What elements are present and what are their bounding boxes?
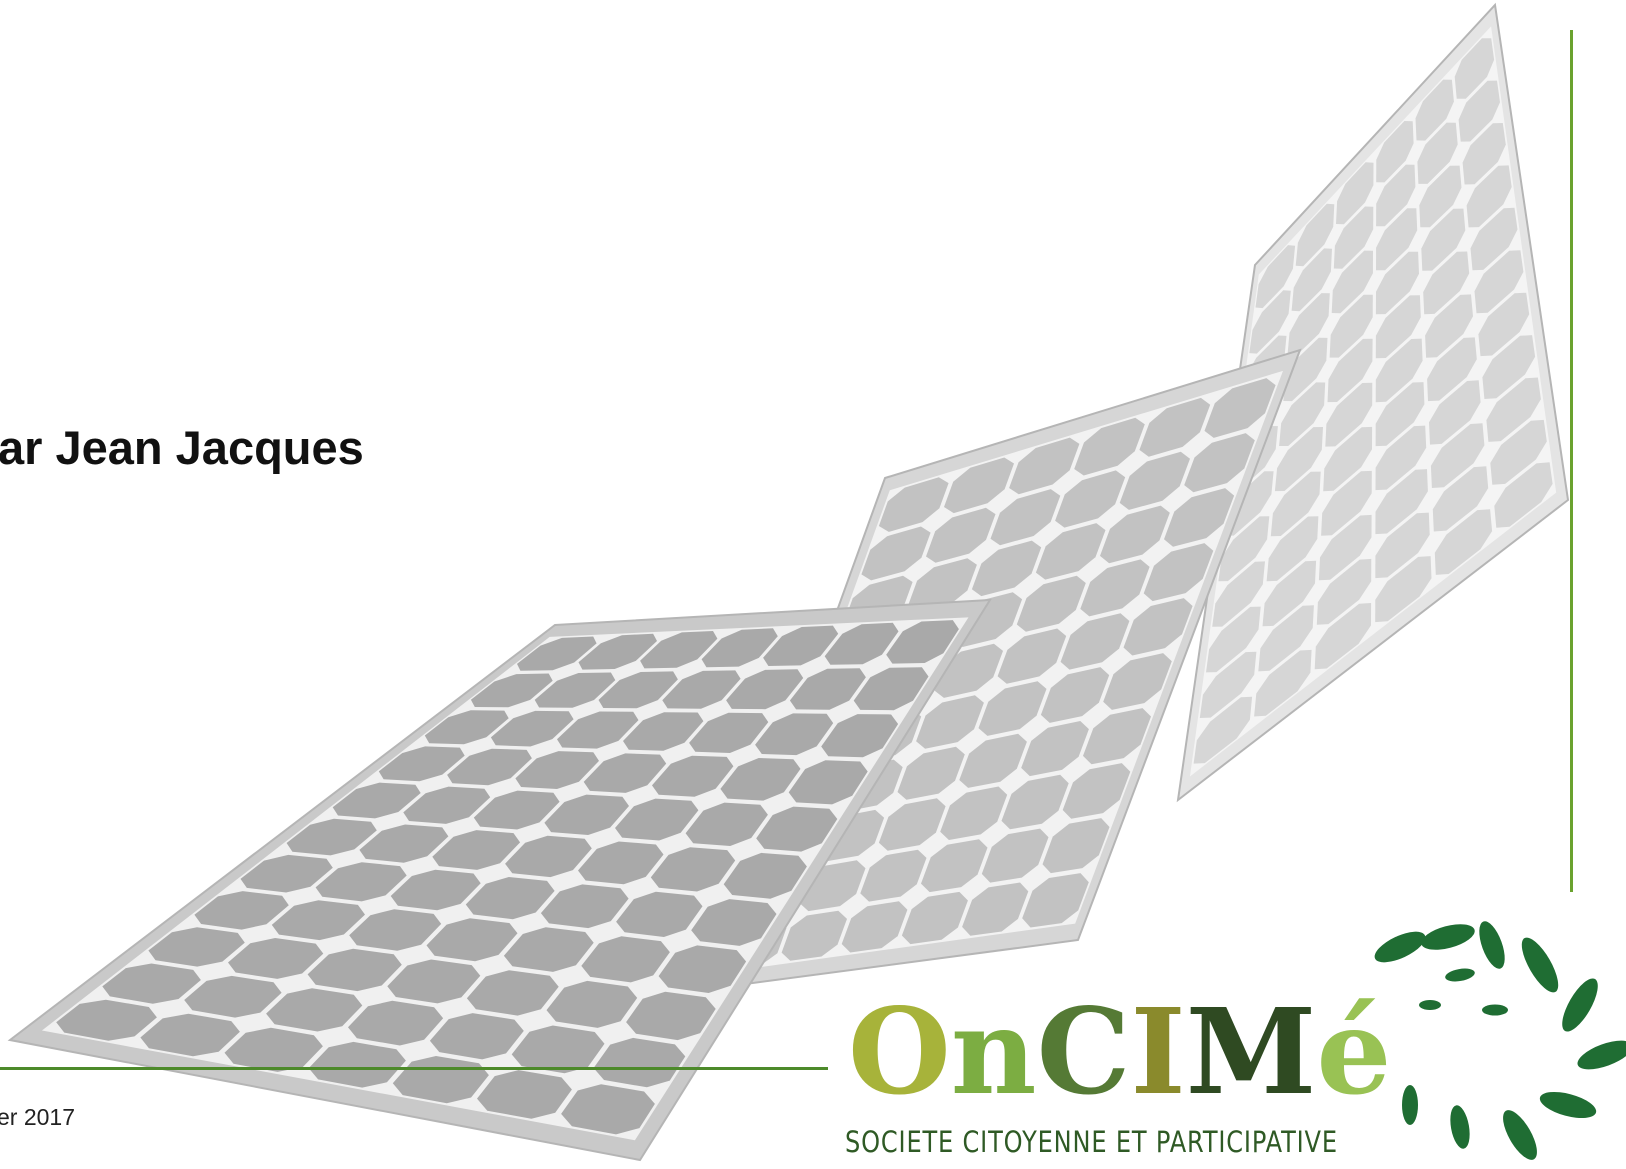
leaf-icon (1419, 1000, 1441, 1010)
leaf-icon (1421, 924, 1475, 950)
leaf-icon (1479, 921, 1505, 969)
leaf-icon (1450, 1105, 1470, 1149)
solar-panel-back (1176, 2, 1570, 803)
leaf-icon (1374, 931, 1426, 963)
horizontal-accent-rule (0, 1067, 828, 1070)
leaf-icon (1539, 1091, 1597, 1119)
leaf-icon (1445, 968, 1475, 982)
oncime-logo: OnCIMé SOCIETE CITOYENNE ET PARTICIPATIV… (840, 905, 1626, 1169)
leaf-icon (1562, 978, 1598, 1032)
logo-letter: C (1036, 982, 1131, 1121)
logo-letter: O (848, 982, 951, 1121)
solar-panel-front (7, 598, 992, 1162)
leaf-icon (1482, 1004, 1508, 1016)
logo-letter: I (1130, 982, 1186, 1121)
logo-wordmark: OnCIMé (848, 993, 1391, 1111)
leaf-icon (1521, 937, 1559, 993)
logo-letter: n (950, 982, 1037, 1121)
leaf-icon (1402, 1085, 1418, 1125)
date-line: er 2017 (0, 1104, 76, 1130)
leaf-icon (1374, 921, 1626, 1160)
leaf-icon (1577, 1040, 1626, 1070)
vertical-accent-rule (1570, 30, 1573, 892)
logo-tagline: SOCIETE CITOYENNE ET PARTICIPATIVE (845, 1125, 1338, 1159)
leaf-icon (1503, 1110, 1537, 1160)
author-line: ar Jean Jacques (0, 421, 364, 474)
logo-letter: é (1316, 982, 1392, 1121)
logo-letter: M (1185, 982, 1317, 1121)
